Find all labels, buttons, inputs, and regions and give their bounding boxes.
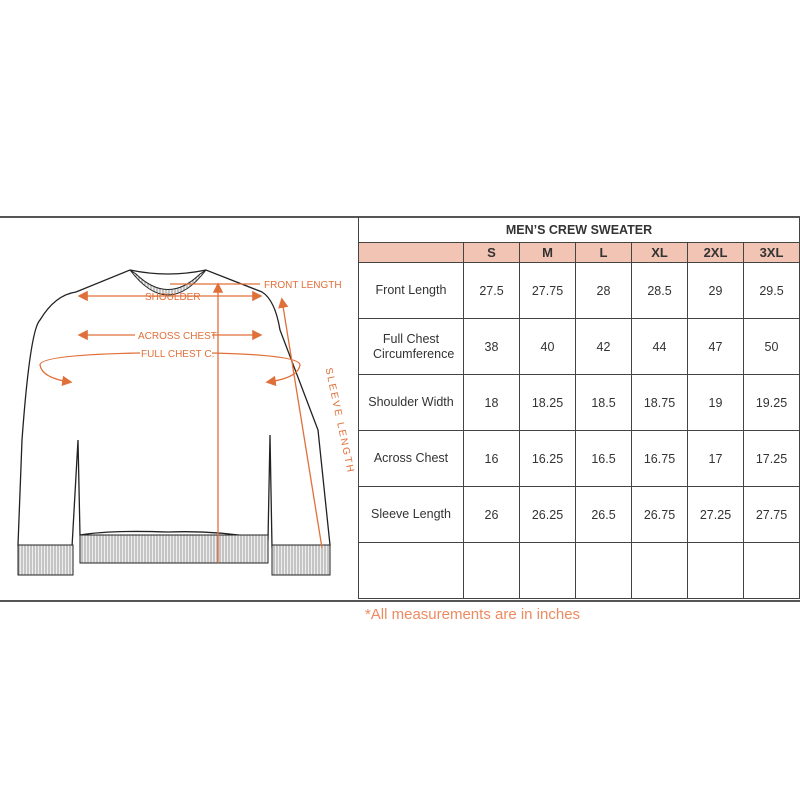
measurement-cell: 16.25: [519, 430, 576, 487]
measurement-cell: 28: [575, 262, 632, 319]
label-across-chest: ACROSS CHEST: [138, 331, 217, 342]
measurement-cell: 17.25: [743, 430, 800, 487]
table-row: Full Chest Circumference 38 40 42 44 47 50: [358, 318, 800, 375]
measurement-cell: 26.5: [575, 486, 632, 543]
bottom-divider: [0, 600, 800, 602]
measurement-cell: 26.75: [631, 486, 688, 543]
size-header: 2XL: [687, 242, 744, 263]
table-row: Front Length 27.5 27.75 28 28.5 29 29.5: [358, 262, 800, 319]
header-blank: [358, 242, 464, 263]
measurement-cell: 29.5: [743, 262, 800, 319]
measurement-cell: 19.25: [743, 374, 800, 431]
label-shoulder: SHOULDER: [145, 292, 201, 303]
size-header: 3XL: [743, 242, 800, 263]
label-front-length: FRONT LENGTH: [264, 280, 342, 291]
measurement-cell: 19: [687, 374, 744, 431]
measurement-cell: 26: [463, 486, 520, 543]
table-title: MEN’S CREW SWEATER: [358, 217, 800, 243]
row-label: Full Chest Circumference: [358, 318, 464, 375]
right-cuff: [271, 544, 331, 576]
measurement-cell: 26.25: [519, 486, 576, 543]
sweater-outline: [17, 269, 331, 548]
size-chart-table: MEN’S CREW SWEATER S M L XL 2XL 3XL Fron…: [358, 217, 800, 599]
measurement-cell: 18: [463, 374, 520, 431]
empty-row: [358, 542, 800, 599]
row-label: Across Chest: [358, 430, 464, 487]
label-full-chest: FULL CHEST C.: [141, 349, 214, 360]
row-label: Sleeve Length: [358, 486, 464, 543]
size-header: M: [519, 242, 576, 263]
left-cuff: [17, 544, 74, 576]
measurement-cell: 27.75: [519, 262, 576, 319]
measurement-cell: 16.5: [575, 430, 632, 487]
size-header-row: S M L XL 2XL 3XL: [358, 242, 800, 263]
size-header: L: [575, 242, 632, 263]
measurement-note: *All measurements are in inches: [364, 606, 581, 623]
measurement-cell: 44: [631, 318, 688, 375]
measurement-cell: 38: [463, 318, 520, 375]
measurement-cell: 50: [743, 318, 800, 375]
sweater-diagram: FRONT LENGTH SHOULDER ACROSS CHEST FULL …: [17, 269, 356, 576]
measurement-cell: 18.75: [631, 374, 688, 431]
measurement-cell: 17: [687, 430, 744, 487]
waistband: [79, 534, 269, 564]
table-row: Shoulder Width 18 18.25 18.5 18.75 19 19.25: [358, 374, 800, 431]
measurement-cell: 28.5: [631, 262, 688, 319]
label-sleeve-length: SLEEVE LENGTH: [323, 367, 356, 475]
row-label: Shoulder Width: [358, 374, 464, 431]
measurement-cell: 47: [687, 318, 744, 375]
measurement-cell: 16.75: [631, 430, 688, 487]
size-header: XL: [631, 242, 688, 263]
measurement-cell: 29: [687, 262, 744, 319]
measurement-cell: 40: [519, 318, 576, 375]
measurement-cell: 16: [463, 430, 520, 487]
measurement-cell: 18.25: [519, 374, 576, 431]
measurement-cell: 27.75: [743, 486, 800, 543]
measurement-cell: 27.5: [463, 262, 520, 319]
measure-lines: [39, 282, 323, 563]
row-label: Front Length: [358, 262, 464, 319]
measurement-cell: 18.5: [575, 374, 632, 431]
measurement-cell: 27.25: [687, 486, 744, 543]
size-header: S: [463, 242, 520, 263]
table-row: Across Chest 16 16.25 16.5 16.75 17 17.25: [358, 430, 800, 487]
table-row: Sleeve Length 26 26.25 26.5 26.75 27.25 27.75: [358, 486, 800, 543]
measurement-cell: 42: [575, 318, 632, 375]
